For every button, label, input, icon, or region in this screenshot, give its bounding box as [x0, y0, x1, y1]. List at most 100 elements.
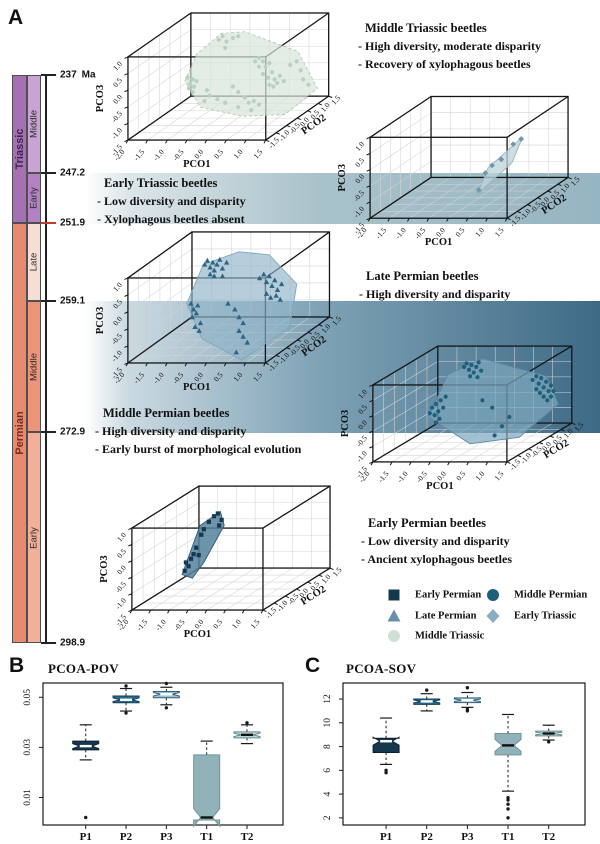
annotation-early-triassic: Early Triassic beetles - Low diversity a… — [97, 176, 246, 227]
svg-text:0.5: 0.5 — [212, 147, 225, 160]
panel-a-label: A — [8, 6, 24, 29]
timescale-tick — [41, 431, 56, 433]
svg-text:1.0: 1.0 — [353, 140, 366, 153]
svg-text:-1.0: -1.0 — [151, 147, 166, 162]
svg-text:T1: T1 — [200, 831, 213, 843]
circle-marker-icon — [487, 589, 499, 601]
svg-text:0.5: 0.5 — [454, 469, 467, 482]
svg-text:0.5: 0.5 — [211, 617, 224, 630]
svg-text:0.01: 0.01 — [23, 789, 33, 806]
svg-text:0.0: 0.0 — [111, 92, 124, 105]
annotation-middle-permian: Middle Permian beetles - High diversity … — [95, 406, 301, 457]
svg-text:2: 2 — [323, 815, 333, 820]
annotation-bullet: - High diversity and disparity — [359, 287, 511, 301]
svg-text:1.5: 1.5 — [249, 617, 262, 630]
svg-text:-1.0: -1.0 — [354, 449, 369, 464]
legend-item-label: Middle Permian — [514, 589, 588, 601]
svg-text:PCO1: PCO1 — [184, 629, 211, 640]
svg-text:1.0: 1.0 — [319, 101, 332, 114]
svg-text:PCO1: PCO1 — [425, 237, 452, 248]
early-permian-pcoa: -2.0 -1.5 -1.0 -0.5 0.0 0.5 1.0 1.5-1.5-1.0-0.5… — [99, 485, 344, 640]
svg-text:P2: P2 — [421, 831, 434, 843]
svg-text:PCO1: PCO1 — [183, 382, 210, 393]
svg-text:-0.5: -0.5 — [109, 109, 124, 124]
timescale-segment-early: Early — [27, 173, 41, 223]
timescale-segment-label: Triassic — [13, 128, 26, 170]
svg-text:PCO3: PCO3 — [340, 410, 351, 437]
legend-item-label: Middle Triassic — [415, 630, 485, 642]
svg-text:-1.5: -1.5 — [135, 617, 150, 632]
annotation-bullet: - Low diversity and disparity — [361, 534, 510, 548]
svg-text:8: 8 — [323, 744, 333, 749]
sov-plot-title: PCOA-SOV — [346, 661, 417, 676]
timescale-tick — [41, 74, 56, 76]
middle-permian-pcoa: -2.0 -1.5 -1.0 -0.5 0.0 0.5 1.0 1.5-1.5-1.0-0.5… — [340, 345, 586, 492]
legend-item-label: Early Permian — [415, 589, 482, 601]
svg-text:PCO3: PCO3 — [99, 555, 110, 582]
svg-text:1.5: 1.5 — [493, 469, 506, 482]
svg-text:12: 12 — [323, 694, 333, 704]
svg-text:-1.0: -1.0 — [151, 370, 166, 385]
early-triassic-band — [85, 173, 600, 224]
svg-text:6: 6 — [323, 768, 333, 773]
svg-text:P1: P1 — [380, 831, 392, 843]
svg-text:PCO3: PCO3 — [95, 85, 106, 112]
svg-text:4: 4 — [323, 791, 333, 796]
late-permian-pcoa: -2.0 -1.5 -1.0 -0.5 0.0 0.5 1.0 1.5-1.5-1.0-0.5… — [95, 231, 343, 393]
svg-text:1.0: 1.0 — [115, 530, 128, 543]
annotation-bullet: - Xylophagous beetles absent — [97, 212, 245, 226]
timescale-segment-label: Middle — [28, 110, 40, 138]
annotation-title: Middle Triassic beetles — [365, 21, 487, 35]
svg-text:1.5: 1.5 — [569, 175, 582, 188]
early-triassic-pcoa: -2.0 -1.5 -1.0 -0.5 0.0 0.5 1.0 1.5-1.5-1.0-0.5… — [337, 95, 582, 248]
panel-c-label: C — [305, 654, 321, 677]
diamond-marker-icon — [486, 608, 500, 623]
annotation-bullet: - Recovery of xylophagous beetles — [358, 57, 531, 71]
svg-text:0.0: 0.0 — [356, 418, 369, 431]
pov-plot-title: PCOA-POV — [48, 661, 119, 676]
annotation-title: Early Triassic beetles — [104, 176, 218, 190]
svg-text:1.0: 1.0 — [319, 322, 332, 335]
svg-text:0.5: 0.5 — [111, 297, 124, 310]
timescale-age-label: 298.9 — [60, 637, 86, 649]
timescale-tick — [41, 300, 56, 302]
svg-text:PCO3: PCO3 — [95, 307, 106, 334]
svg-text:1.0: 1.0 — [231, 370, 244, 383]
legend-item-label: Early Triassic — [514, 610, 577, 621]
svg-text:PCO3: PCO3 — [337, 164, 348, 191]
svg-text:0.5: 0.5 — [454, 226, 467, 239]
svg-text:-1.0: -1.0 — [109, 126, 124, 141]
svg-text:0.05: 0.05 — [23, 689, 33, 706]
annotation-bullet: - Ancient xylophagous beetles — [361, 552, 513, 566]
svg-text:0.0: 0.0 — [115, 563, 128, 576]
svg-text:1.5: 1.5 — [251, 370, 264, 383]
timescale-bracket — [45, 75, 47, 643]
timescale-tick — [41, 222, 56, 224]
timescale-age-label: 237 Ma — [60, 69, 96, 81]
panel-b-label: B — [9, 654, 25, 677]
svg-text:P3: P3 — [461, 831, 474, 843]
annotation-title: Late Permian beetles — [366, 269, 479, 283]
timescale-age-label: 259.1 — [60, 295, 86, 307]
svg-text:-1.5: -1.5 — [132, 370, 147, 385]
svg-text:0.5: 0.5 — [353, 156, 366, 169]
timescale-segment-label: Permian — [13, 411, 26, 455]
svg-text:0.5: 0.5 — [115, 547, 128, 560]
geologic-timescale: Triassic Permian Middle Early Late Middle Earl… — [0, 0, 130, 844]
annotation-bullet: - Early burst of morphological evolution — [95, 442, 302, 456]
svg-text:-1.5: -1.5 — [376, 469, 391, 484]
svg-text:-1.0: -1.0 — [393, 226, 408, 241]
timescale-segment-middle: Middle — [27, 75, 41, 173]
timescale-tick — [41, 642, 56, 644]
svg-text:-1.5: -1.5 — [374, 226, 389, 241]
svg-text:1.5: 1.5 — [251, 147, 264, 160]
svg-text:-1.0: -1.0 — [352, 204, 367, 219]
svg-text:0.5: 0.5 — [212, 370, 225, 383]
annotation-middle-triassic: Middle Triassic beetles - High diversity… — [358, 21, 541, 72]
annotation-title: Early Permian beetles — [368, 516, 487, 530]
annotation-title: Middle Permian beetles — [103, 406, 230, 420]
svg-text:0.5: 0.5 — [111, 76, 124, 89]
svg-text:-0.5: -0.5 — [354, 433, 369, 448]
annotation-bullet: - High diversity, moderate disparity — [358, 39, 541, 53]
